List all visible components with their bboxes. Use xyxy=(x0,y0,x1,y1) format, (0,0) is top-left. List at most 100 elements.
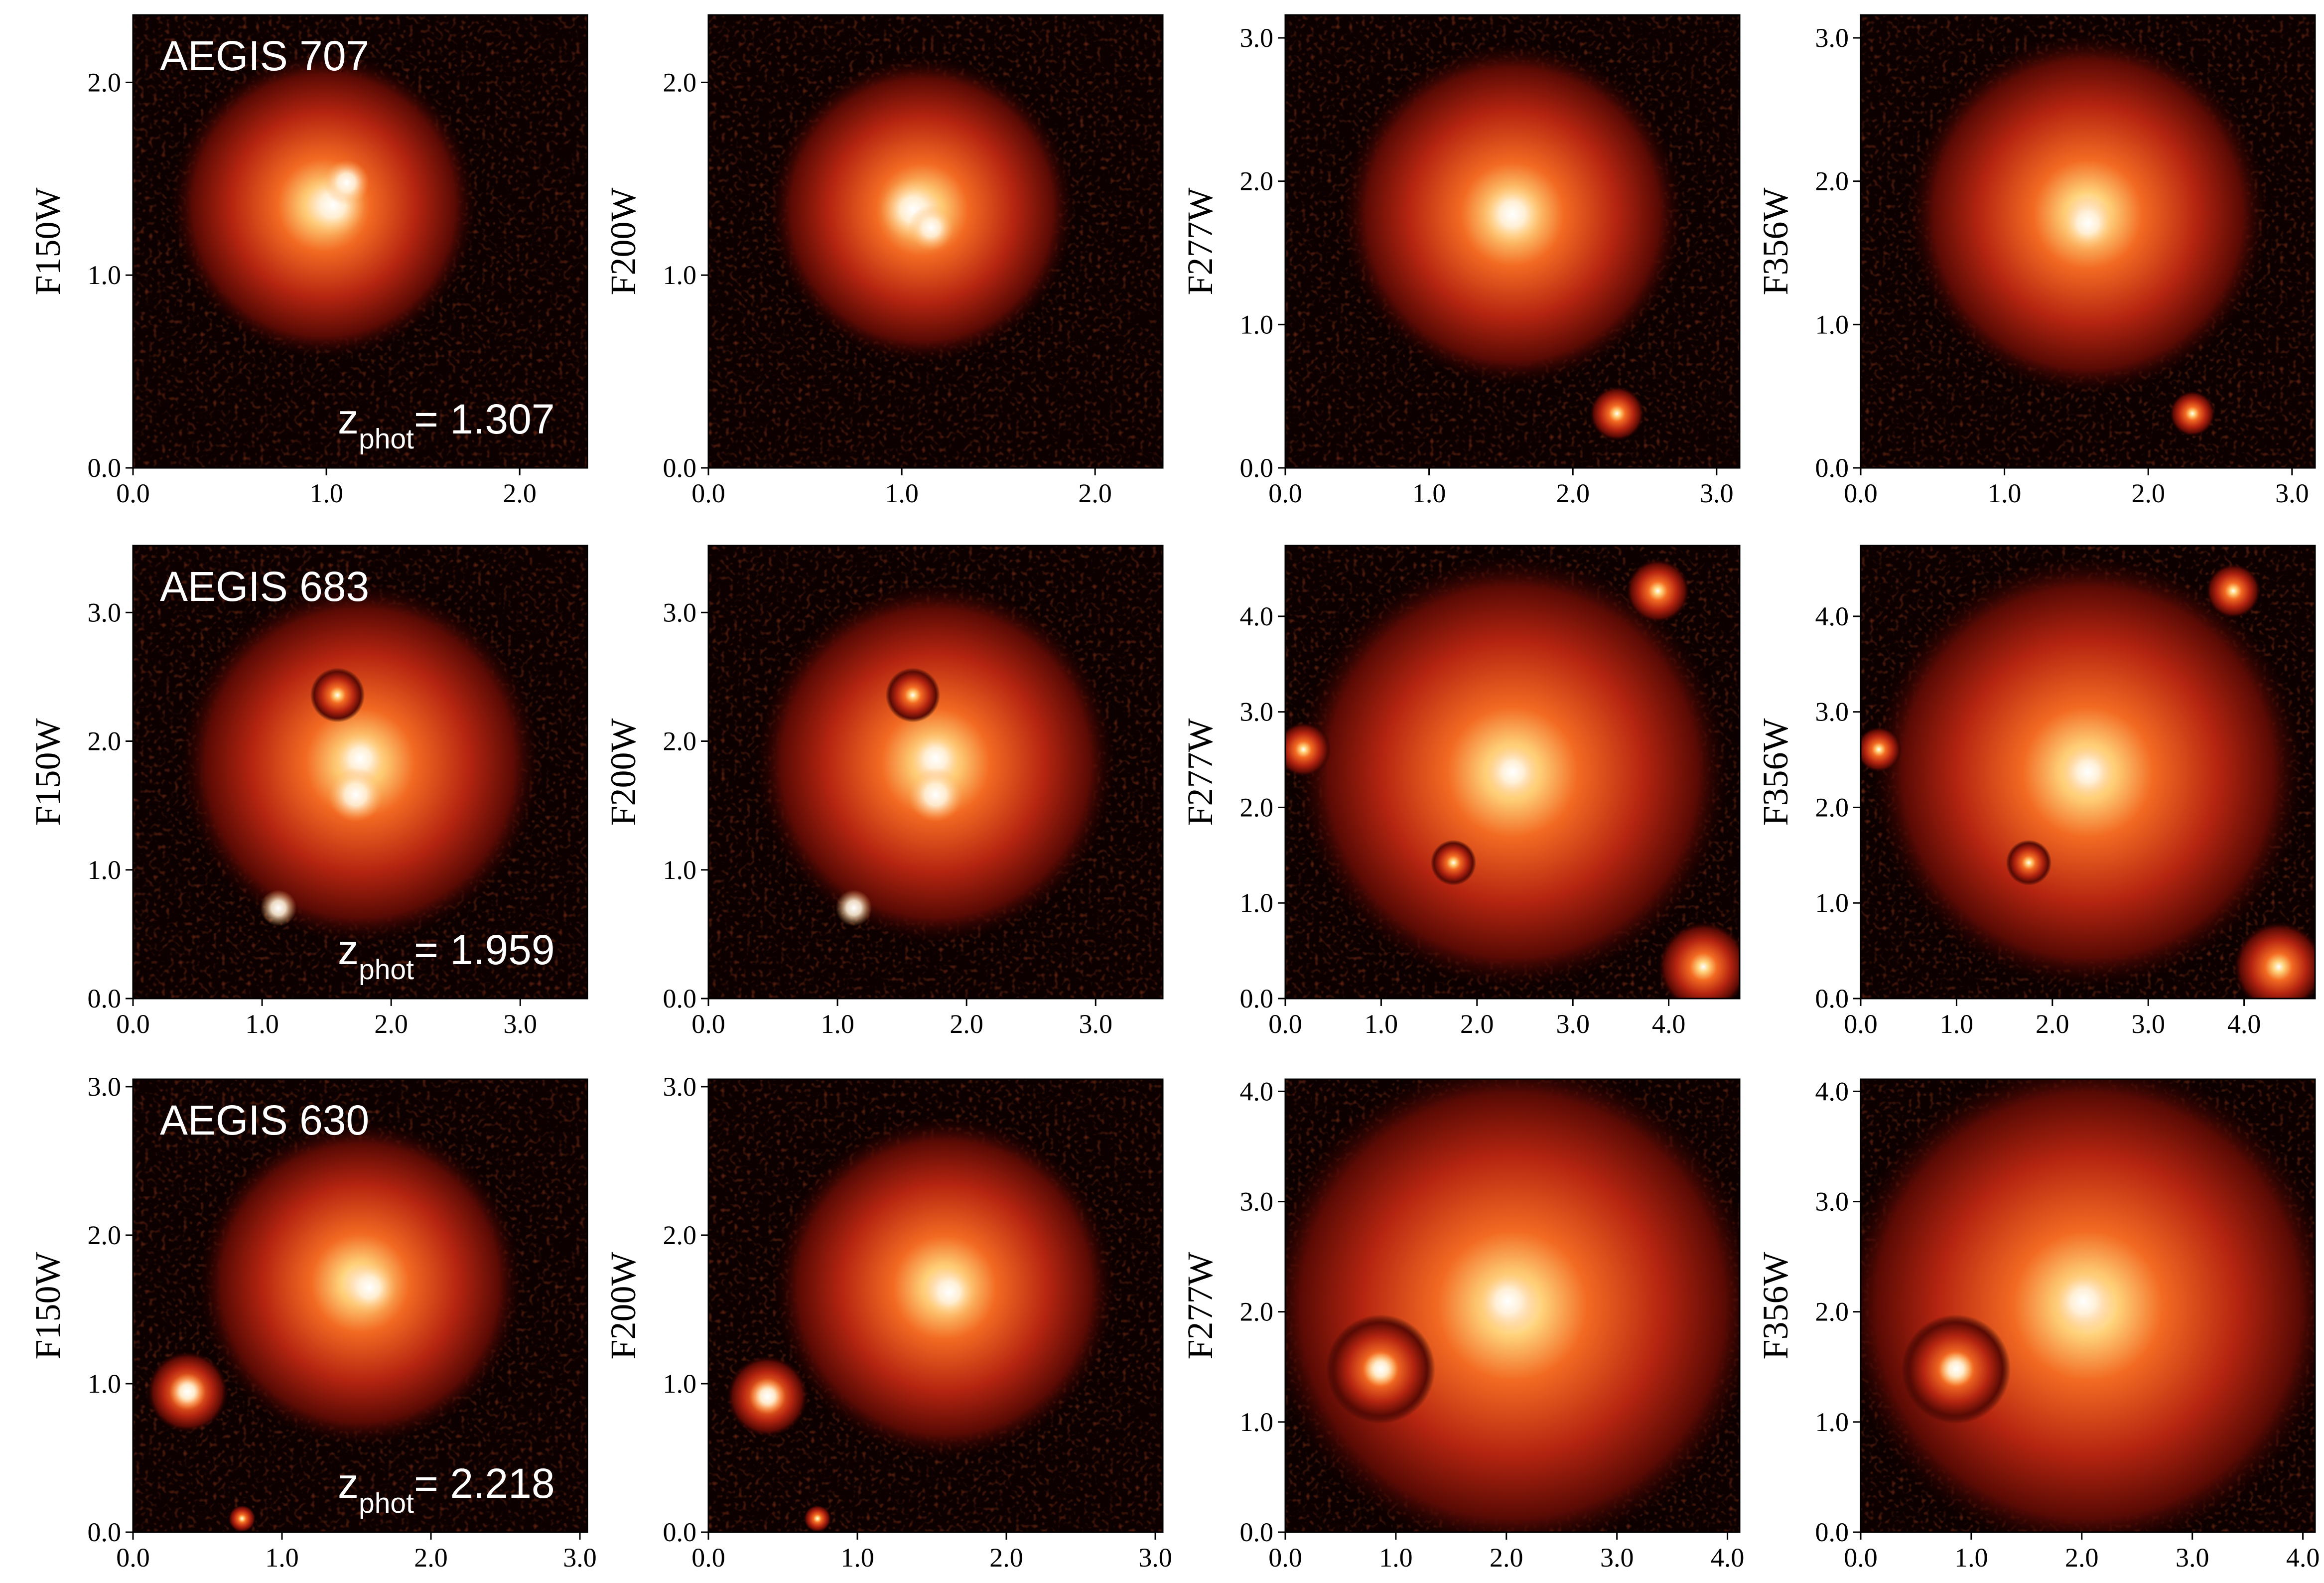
x-tick-label: 2.0 xyxy=(950,1009,983,1039)
x-tick-label: 2.0 xyxy=(503,478,537,508)
y-tick-label: 0.0 xyxy=(1815,984,1849,1013)
y-axis-label: F200W xyxy=(603,187,643,295)
y-tick-label: 1.0 xyxy=(1240,888,1274,918)
y-axis-label: F150W xyxy=(28,1252,68,1359)
x-tick-label: 3.0 xyxy=(2131,1009,2165,1039)
x-tick-label: 2.0 xyxy=(1078,478,1112,508)
source xyxy=(2170,391,2215,436)
y-axis-label: F356W xyxy=(1756,187,1795,295)
x-tick-label: 0.0 xyxy=(691,478,725,508)
y-axis-label: F277W xyxy=(1180,187,1220,295)
y-axis-label: F200W xyxy=(603,1252,643,1359)
x-tick-label: 2.0 xyxy=(989,1543,1023,1573)
galaxy-name: AEGIS 707 xyxy=(160,32,369,79)
source xyxy=(324,159,370,205)
redshift-value: = 1.959 xyxy=(414,926,555,973)
x-tick-label: 2.0 xyxy=(414,1543,448,1573)
y-tick-label: 0.0 xyxy=(663,1517,697,1547)
y-tick-label: 3.0 xyxy=(663,597,697,627)
y-tick-label: 0.0 xyxy=(88,984,122,1013)
x-tick-label: 0.0 xyxy=(1268,478,1302,508)
axes-frame xyxy=(707,1078,1164,1533)
panel: 0.0 1.0 2.0 3.0 0.0 1.0 2.0 3.0 F200W xyxy=(603,1072,1172,1573)
source xyxy=(2233,921,2315,999)
x-tick-label: 0.0 xyxy=(116,478,150,508)
panel: 0.0 1.0 2.0 3.0 0.0 1.0 2.0 3.0 F277W xyxy=(1180,14,1741,508)
image xyxy=(1285,1079,1740,1532)
axes-frame xyxy=(1860,545,2316,1000)
y-tick-label: 4.0 xyxy=(1240,1076,1274,1106)
x-tick-label: 0.0 xyxy=(691,1543,725,1573)
y-axis-label: F356W xyxy=(1756,1252,1795,1359)
galaxy-name: AEGIS 683 xyxy=(160,563,369,610)
source xyxy=(2206,564,2261,618)
image xyxy=(708,15,1163,468)
source xyxy=(1476,1269,1540,1333)
y-tick-label: 2.0 xyxy=(1240,1297,1274,1327)
x-tick-label: 1.0 xyxy=(309,478,343,508)
y-tick-label: 4.0 xyxy=(1815,1076,1849,1106)
y-tick-label: 3.0 xyxy=(1815,23,1849,53)
axes-frame xyxy=(1284,1078,1741,1533)
axes-frame xyxy=(1284,545,1741,1000)
x-tick-label: 3.0 xyxy=(1138,1543,1172,1573)
source xyxy=(1430,840,1477,885)
x-tick-label: 0.0 xyxy=(1844,1543,1878,1573)
panel: 0.0 1.0 2.0 3.0 0.0 1.0 2.0 3.0 F356W xyxy=(1756,14,2316,508)
x-tick-label: 1.0 xyxy=(265,1543,299,1573)
y-axis-label: F200W xyxy=(603,718,643,826)
x-tick-label: 1.0 xyxy=(1379,1543,1413,1573)
y-tick-label: 0.0 xyxy=(1815,1517,1849,1547)
redshift-subscript: phot xyxy=(359,954,414,986)
source xyxy=(2051,1269,2115,1333)
panel: 0.0 1.0 2.0 3.0 0.0 1.0 2.0 3.0 F200W xyxy=(603,545,1164,1039)
source xyxy=(1861,726,1902,772)
y-tick-label: 2.0 xyxy=(88,67,122,97)
source xyxy=(169,1373,206,1410)
x-tick-label: 0.0 xyxy=(116,1009,150,1039)
y-tick-label: 1.0 xyxy=(1815,1407,1849,1437)
y-tick-label: 2.0 xyxy=(1240,792,1274,822)
y-tick-label: 2.0 xyxy=(663,67,697,97)
galaxy-name: AEGIS 630 xyxy=(160,1097,369,1144)
panel: 0.0 1.0 2.0 3.0 4.0 0.0 1.0 2.0 3.0 4.0 F277W xyxy=(1180,545,1741,1039)
source xyxy=(2060,196,2115,251)
image xyxy=(708,1079,1163,1532)
source xyxy=(1485,744,1540,800)
axes-frame xyxy=(132,14,588,469)
x-tick-label: 2.0 xyxy=(1460,1009,1494,1039)
y-tick-label: 3.0 xyxy=(1815,697,1849,727)
source xyxy=(1657,921,1740,999)
image xyxy=(1861,546,2315,999)
x-tick-label: 3.0 xyxy=(563,1543,597,1573)
source xyxy=(885,668,941,722)
redshift-subscript: phot xyxy=(359,423,414,455)
source xyxy=(260,889,297,926)
y-tick-label: 2.0 xyxy=(663,726,697,756)
source xyxy=(2006,840,2052,885)
source xyxy=(1481,182,1544,246)
y-tick-label: 2.0 xyxy=(1240,166,1274,196)
redshift-label: zphot= 1.307 xyxy=(338,396,555,455)
y-tick-label: 3.0 xyxy=(1240,1186,1274,1216)
source xyxy=(922,1265,977,1319)
y-tick-label: 1.0 xyxy=(663,260,697,290)
y-axis-label: F277W xyxy=(1180,718,1220,826)
x-tick-label: 2.0 xyxy=(2131,478,2165,508)
panel: 0.0 1.0 2.0 3.0 0.0 1.0 2.0 3.0 F150W AEGIS 630 zp… xyxy=(28,1072,597,1573)
x-tick-label: 1.0 xyxy=(820,1009,854,1039)
y-tick-label: 4.0 xyxy=(1240,601,1274,631)
y-tick-label: 3.0 xyxy=(1815,1186,1849,1216)
x-tick-label: 0.0 xyxy=(691,1009,725,1039)
x-tick-label: 1.0 xyxy=(1988,478,2022,508)
source xyxy=(1285,722,1331,777)
x-tick-label: 4.0 xyxy=(2227,1009,2261,1039)
redshift-label: zphot= 1.959 xyxy=(338,926,555,986)
x-tick-label: 3.0 xyxy=(1700,478,1734,508)
y-tick-label: 0.0 xyxy=(1240,1517,1274,1547)
y-tick-label: 2.0 xyxy=(1815,166,1849,196)
x-tick-label: 3.0 xyxy=(504,1009,538,1039)
axes-frame xyxy=(1860,14,2316,469)
